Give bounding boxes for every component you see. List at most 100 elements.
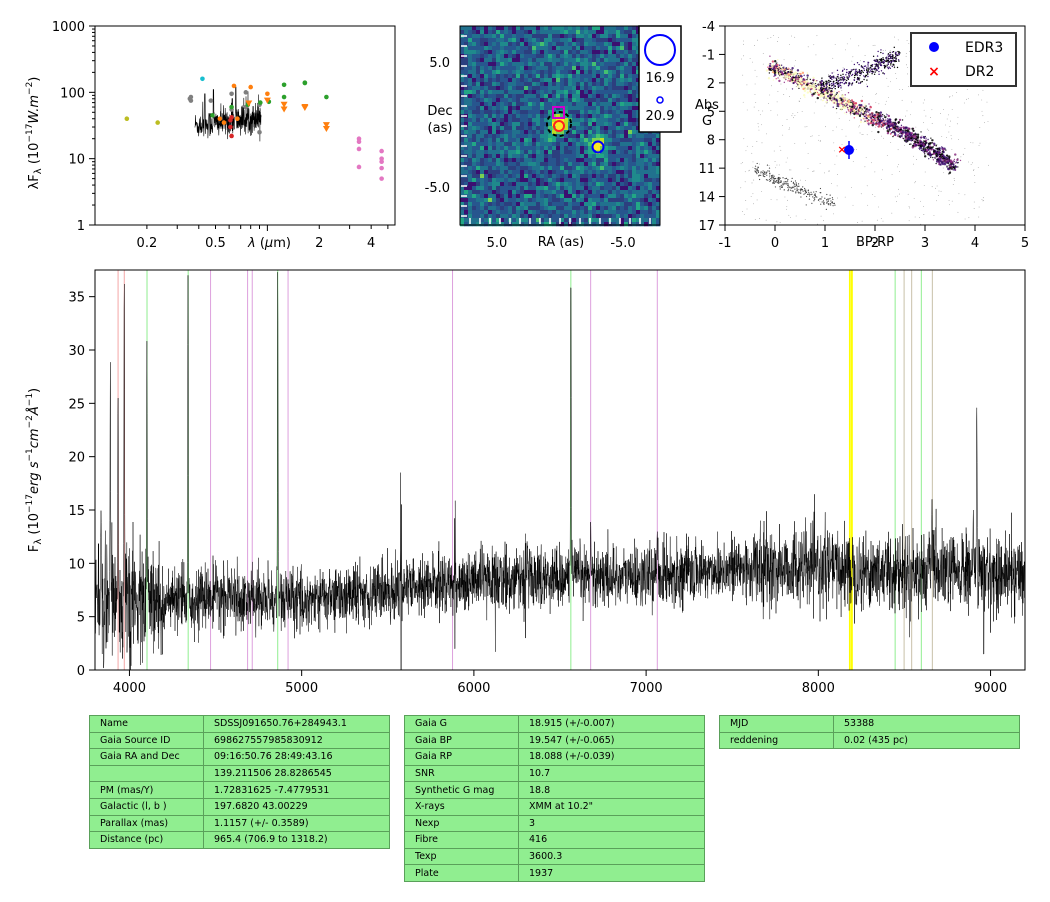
pixel (472, 222, 477, 227)
pixel (608, 210, 613, 215)
pixel (524, 46, 529, 51)
pixel (480, 186, 485, 191)
pixel (636, 106, 641, 111)
pixel (568, 162, 573, 167)
pixel (460, 162, 465, 167)
pixel (616, 158, 621, 163)
pixel (644, 182, 649, 187)
pixel (640, 162, 645, 167)
pixel (528, 154, 533, 159)
pixel (540, 190, 545, 195)
pixel (612, 90, 617, 95)
pixel (528, 214, 533, 219)
pixel (588, 50, 593, 55)
pixel (468, 26, 473, 31)
hrd-star (880, 63, 882, 65)
hrd-star (836, 92, 838, 94)
pixel (472, 102, 477, 107)
pixel (588, 82, 593, 87)
pixel (508, 182, 513, 187)
pixel (616, 170, 621, 175)
pixel (480, 166, 485, 171)
pixel (504, 118, 509, 123)
pixel (512, 46, 517, 51)
hrd-star (799, 74, 803, 78)
hrd-star (879, 118, 881, 120)
pixel (540, 154, 545, 159)
hrd-star (840, 102, 842, 104)
pixel (628, 158, 633, 163)
pixel (488, 82, 493, 87)
hrd-star (935, 162, 937, 165)
pixel (492, 166, 497, 171)
pixel (468, 170, 473, 175)
pixel (488, 90, 493, 95)
pixel (540, 202, 545, 207)
pixel (508, 110, 513, 115)
pixel (520, 138, 525, 143)
pixel (580, 58, 585, 63)
hrd-star (835, 99, 838, 102)
pixel (612, 138, 617, 143)
hrd-star (835, 103, 837, 105)
pixel (624, 98, 629, 103)
pixel (592, 118, 597, 123)
pixel (596, 82, 601, 87)
pixel (524, 190, 529, 195)
pixel (484, 206, 489, 211)
pixel (576, 214, 581, 219)
hrd-star (893, 134, 895, 137)
sed-upper-limit (322, 126, 330, 133)
hrd-star (948, 171, 952, 174)
pixel (620, 174, 625, 179)
hrd-star (952, 166, 955, 169)
pixel (560, 42, 565, 47)
pixel (592, 102, 597, 107)
pixel (636, 162, 641, 167)
pixel (540, 218, 545, 223)
hrd-star (797, 82, 799, 84)
pixel (492, 74, 497, 79)
hrd-star (939, 149, 942, 152)
pixel (544, 162, 549, 167)
pixel (608, 166, 613, 171)
pixel (552, 62, 557, 67)
hrd-star (860, 81, 862, 83)
pixel (632, 186, 637, 191)
pixel (584, 186, 589, 191)
pixel (600, 134, 605, 139)
pixel (592, 194, 597, 199)
pixel (588, 118, 593, 123)
pixel (532, 166, 537, 171)
hrd-star (785, 78, 787, 81)
pixel (644, 202, 649, 207)
hrd-star (782, 73, 785, 75)
pixel (512, 162, 517, 167)
pixel (580, 186, 585, 191)
pixel (556, 142, 561, 147)
pixel (560, 210, 565, 215)
hrd-star (853, 108, 856, 111)
pixel (636, 138, 641, 143)
hrd-star (853, 117, 856, 119)
pixel (524, 142, 529, 147)
pixel (540, 214, 545, 219)
hrd-star (874, 71, 876, 73)
pixel (656, 194, 661, 199)
pixel (652, 190, 657, 195)
hrd-star (800, 76, 803, 79)
sed-xtick-label: 0.2 (137, 236, 158, 251)
pixel (568, 38, 573, 43)
pixel (628, 162, 633, 167)
hrd-star (838, 84, 840, 86)
pixel (468, 166, 473, 171)
pixel (624, 130, 629, 135)
pixel (484, 186, 489, 191)
hrd-star (887, 114, 891, 118)
pixel (500, 58, 505, 63)
hrd-star (878, 119, 881, 122)
pixel (576, 26, 581, 31)
pixel (488, 222, 493, 227)
pixel (520, 90, 525, 95)
pixel (508, 102, 513, 107)
